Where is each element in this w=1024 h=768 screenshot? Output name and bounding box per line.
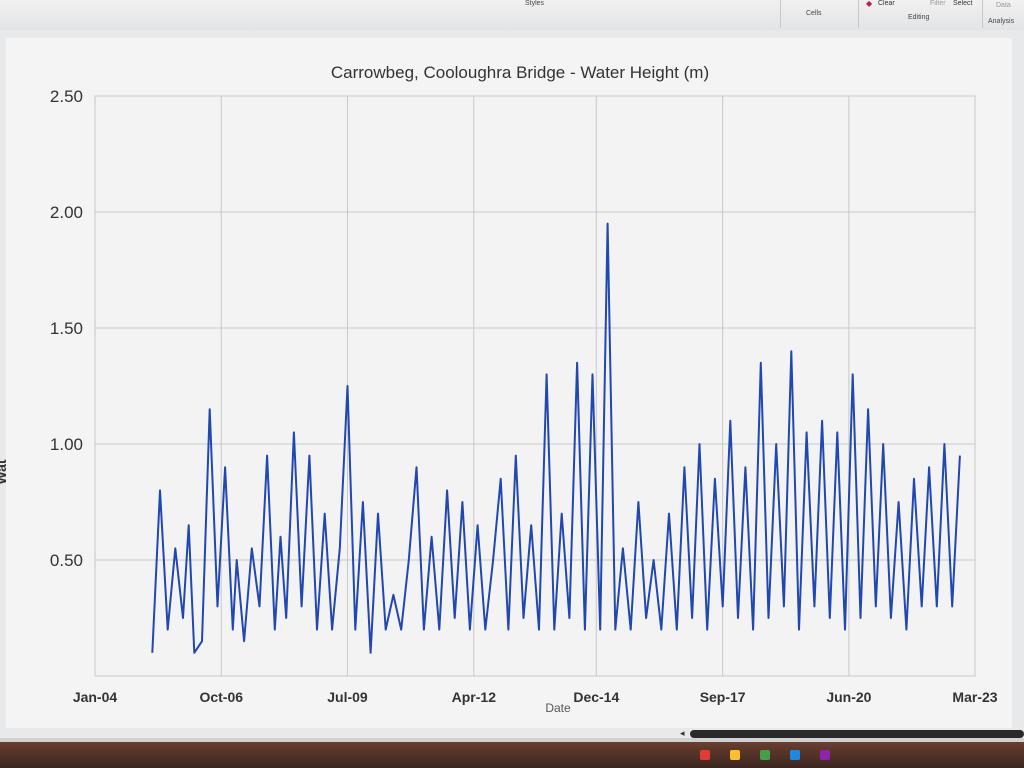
filter-button[interactable]: Filter [930,0,946,7]
ribbon-separator [858,0,859,28]
x-axis-ticks: Jan-04 Oct-06 Jul-09 Apr-12 Dec-14 Sep-17 Jun-… [73,689,998,705]
taskbar-app-icon[interactable] [790,750,800,760]
x-tick-label: Oct-06 [199,689,243,705]
chart-title: Carrowbeg, Cooloughra Bridge - Water Hei… [331,63,709,82]
x-tick-label: Dec-14 [573,689,619,705]
clear-button[interactable]: Clear [878,0,895,7]
taskbar [0,742,1024,768]
horizontal-scrollbar[interactable] [690,730,1024,738]
water-height-series-line [151,222,961,654]
taskbar-app-icon[interactable] [700,750,710,760]
y-tick-label: 1.00 [50,435,83,454]
select-button[interactable]: Select [953,0,973,7]
clear-icon[interactable]: ◆ [866,0,873,8]
x-tick-label: Sep-17 [700,689,746,705]
scroll-left-icon[interactable]: ◂ [680,728,685,738]
x-tick-label: Jul-09 [327,689,368,705]
x-tick-label: Jan-04 [73,689,118,705]
y-tick-label: 2.00 [50,203,83,222]
analysis-group-label: Analysis [988,18,1015,25]
editing-group-label: Editing [908,14,930,21]
taskbar-app-icon[interactable] [820,750,830,760]
x-tick-label: Apr-12 [452,689,497,705]
y-tick-label: 0.50 [50,551,83,570]
x-tick-label: Mar-23 [952,689,997,705]
taskbar-app-icon[interactable] [760,750,770,760]
cells-group-label: Cells [806,10,822,17]
ribbon-separator [982,0,983,28]
y-axis-label: Wat [0,459,9,484]
x-tick-label: Jun-20 [826,689,871,705]
y-axis-ticks: 2.50 2.00 1.50 1.00 0.50 [50,87,83,570]
taskbar-app-icon[interactable] [730,750,740,760]
styles-group-label: Styles [525,0,545,7]
data-analysis-button[interactable]: Data [996,2,1011,9]
ribbon-separator [780,0,781,28]
y-tick-label: 2.50 [50,87,83,106]
grid-lines [95,95,975,676]
y-tick-label: 1.50 [50,319,83,338]
x-axis-label: Date [545,701,571,715]
